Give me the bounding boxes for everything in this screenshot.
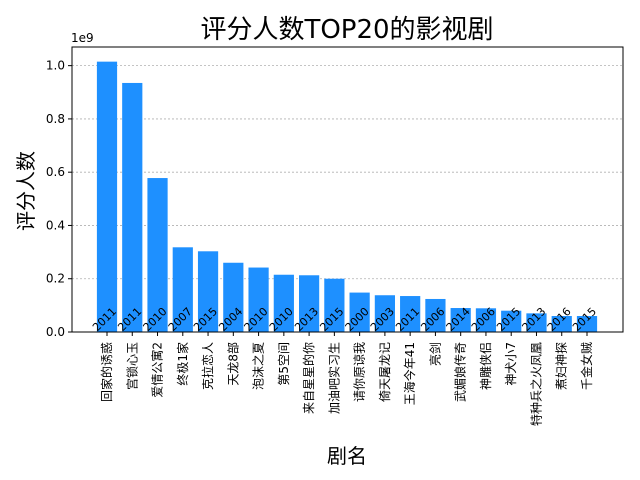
bar	[450, 308, 471, 332]
x-tick-label: 天龙8部	[225, 342, 240, 386]
bar	[147, 178, 168, 332]
bar	[248, 267, 269, 332]
bar	[526, 313, 547, 332]
x-tick-label: 克拉恋人	[200, 342, 215, 390]
bar	[551, 316, 572, 332]
y-tick-label: 0.8	[46, 112, 65, 126]
y-tick-label: 1.0	[46, 59, 65, 73]
y-axis-offset-text: 1e9	[71, 31, 94, 45]
x-tick-label: 请你原谅我	[352, 342, 367, 402]
x-tick-label: 倚天屠龙记	[378, 342, 392, 402]
chart-title: 评分人数TOP20的影视剧	[200, 15, 493, 45]
bar	[197, 251, 219, 332]
x-tick-label: 加油吧实习生	[326, 342, 341, 414]
bar	[400, 296, 421, 332]
x-tick-label: 回家的诱惑	[99, 342, 114, 402]
bars-layer	[96, 61, 598, 332]
x-tick-label: 爱情公寓2	[150, 342, 165, 398]
bar	[223, 262, 244, 332]
x-tick-label: 特种兵之火凤凰	[528, 342, 543, 426]
x-tick-label: 第5空间	[277, 342, 291, 386]
x-axis: 回家的诱惑 宫锁心玉 爱情公寓2 终极1家 克拉恋人 天龙8部 泡沫之夏 第5空间 来自星星的你…	[99, 332, 594, 426]
bar	[475, 308, 497, 332]
x-tick-label: 煮妇神探	[555, 342, 569, 390]
bar	[576, 316, 598, 332]
x-tick-label: 来自星星的你	[301, 342, 316, 414]
x-axis-label: 剧名	[327, 444, 367, 468]
x-tick-label: 泡沫之夏	[252, 342, 266, 390]
y-tick-label: 0.2	[46, 272, 65, 286]
bar	[96, 61, 118, 332]
bar	[122, 82, 143, 332]
x-tick-label: 武媚娘传奇	[453, 342, 468, 402]
y-tick-label: 0.6	[46, 165, 65, 179]
y-tick-label: 0.4	[46, 218, 65, 232]
x-tick-label: 宫锁心玉	[124, 342, 139, 390]
y-axis: 0.0 0.2 0.4 0.6 0.8 1.0	[46, 59, 72, 339]
bar	[349, 292, 370, 332]
bar	[299, 275, 320, 332]
plot-frame	[71, 46, 624, 333]
x-tick-label: 神犬小7	[504, 342, 518, 386]
y-axis-label: 评分人数	[14, 151, 38, 231]
bar	[425, 298, 446, 332]
x-tick-label: 亮剑	[427, 342, 442, 366]
bar	[501, 310, 522, 332]
x-tick-label: 王海今年41	[402, 342, 417, 405]
bar	[324, 278, 345, 332]
bar	[374, 295, 395, 332]
x-tick-label: 神雕侠侣	[478, 342, 493, 390]
bar	[273, 274, 294, 332]
bar	[172, 247, 193, 332]
x-tick-label: 千金女贼	[579, 342, 594, 390]
y-tick-label: 0.0	[46, 325, 65, 339]
x-tick-label: 终极1家	[175, 342, 190, 386]
